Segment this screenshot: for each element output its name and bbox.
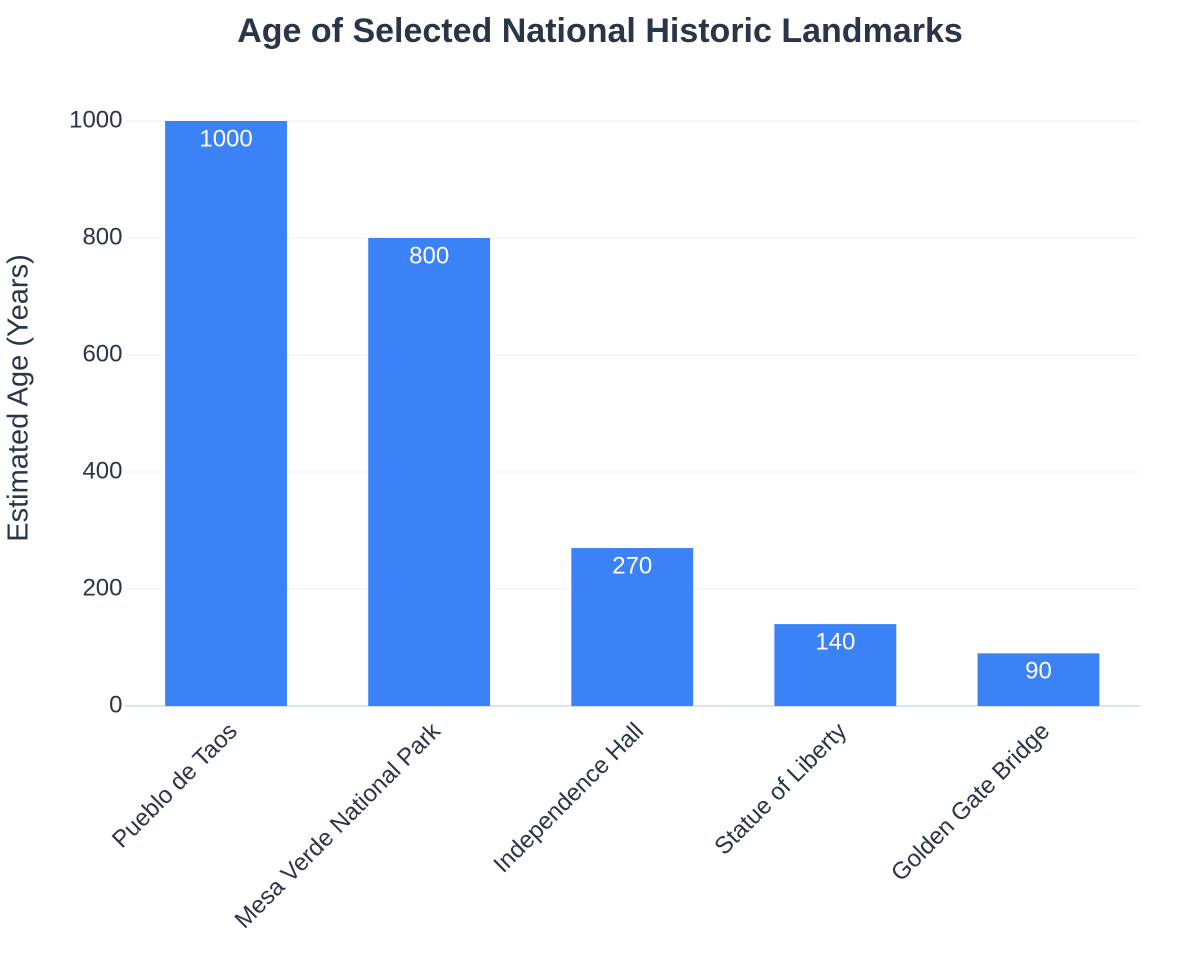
bar xyxy=(571,548,694,706)
x-tick-label: Independence Hall xyxy=(488,718,649,879)
data-label: 90 xyxy=(1025,658,1052,685)
data-label: 140 xyxy=(815,628,855,655)
y-axis-title: Estimated Age (Years) xyxy=(3,254,35,541)
x-tick-label: Mesa Verde National Park xyxy=(230,717,447,934)
y-tick-label: 800 xyxy=(82,223,122,250)
chart-title: Age of Selected National Historic Landma… xyxy=(237,12,963,50)
x-tick-label: Golden Gate Bridge xyxy=(886,718,1055,887)
y-tick-label: 1000 xyxy=(69,106,122,133)
data-label: 800 xyxy=(409,242,449,269)
bar xyxy=(977,653,1100,706)
y-tick-label: 600 xyxy=(82,340,122,367)
x-tick-label: Statue of Liberty xyxy=(709,718,852,861)
data-label: 270 xyxy=(612,552,652,579)
y-tick-label: 400 xyxy=(82,457,122,484)
x-tick-label: Pueblo de Taos xyxy=(107,718,243,854)
y-tick-label: 0 xyxy=(109,691,122,718)
y-tick-label: 200 xyxy=(82,574,122,601)
bar xyxy=(368,238,491,706)
bar xyxy=(165,121,287,706)
bar xyxy=(774,624,897,706)
data-label: 1000 xyxy=(199,125,252,152)
